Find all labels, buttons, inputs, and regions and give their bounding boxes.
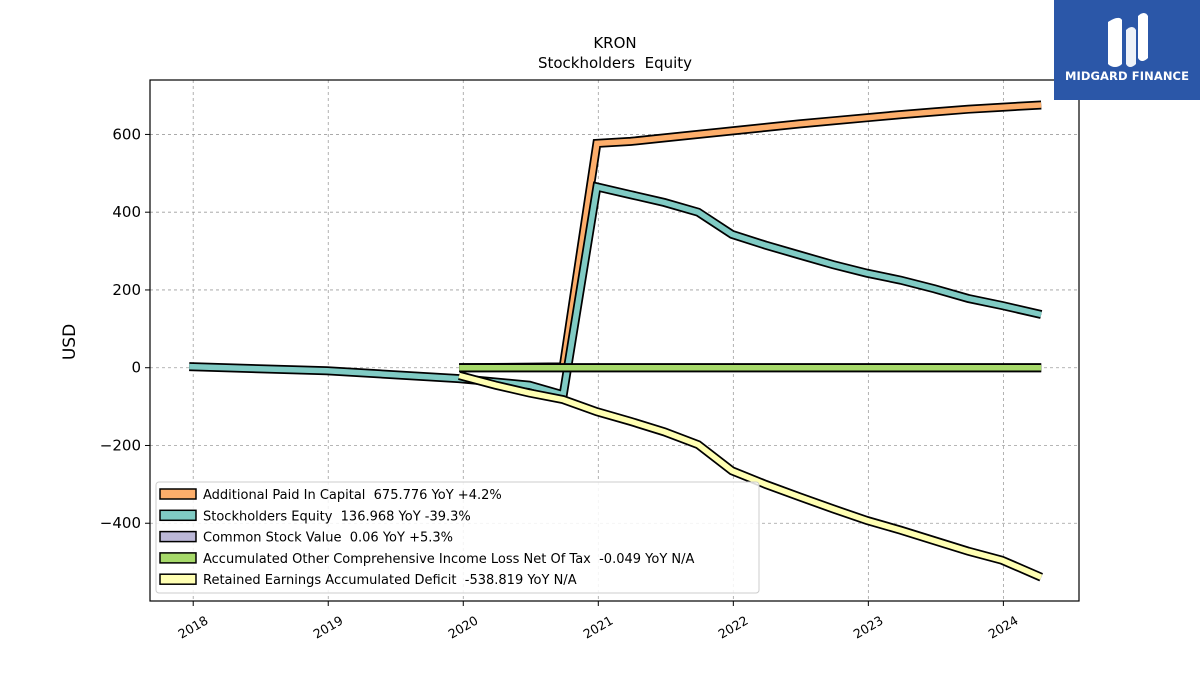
y-tick-label: −200 xyxy=(100,436,141,454)
series-line-1 xyxy=(189,183,1042,399)
y-tick-label: 600 xyxy=(112,125,141,143)
legend-swatch-2 xyxy=(159,530,197,543)
x-tick-label: 2023 xyxy=(851,613,886,642)
plot-frame xyxy=(149,79,1080,602)
legend-box xyxy=(155,481,760,594)
series-line-4 xyxy=(458,372,1043,580)
legend-label-4: Retained Earnings Accumulated Deficit -5… xyxy=(203,573,577,588)
legend-label-0: Additional Paid In Capital 675.776 YoY +… xyxy=(203,488,502,503)
y-tick-label: 400 xyxy=(112,203,141,221)
x-tick-label: 2022 xyxy=(716,613,751,642)
y-tick-label: 0 xyxy=(131,359,141,377)
x-tick-label: 2018 xyxy=(175,613,210,642)
legend-swatch-3 xyxy=(159,552,197,564)
chart-subtitle: Stockholders Equity xyxy=(538,54,692,72)
legend-label-1: Stockholders Equity 136.968 YoY -39.3% xyxy=(203,509,471,524)
series-layer xyxy=(189,100,1043,582)
logo-text: MIDGARD FINANCE xyxy=(1064,69,1190,83)
legend-label-2: Common Stock Value 0.06 YoY +5.3% xyxy=(203,531,453,546)
legend-label-3: Accumulated Other Comprehensive Income L… xyxy=(203,552,694,567)
x-tick-label: 2020 xyxy=(445,613,480,642)
x-tick-label: 2019 xyxy=(310,613,345,642)
chart-title: KRON xyxy=(593,34,636,52)
legend-swatch-4 xyxy=(159,573,197,585)
x-tick-label: 2021 xyxy=(581,613,616,642)
brand-logo: MIDGARD FINANCE xyxy=(1054,0,1200,100)
legend-swatch-1 xyxy=(159,509,197,522)
legend-swatch-0 xyxy=(159,488,197,500)
y-tick-label: 200 xyxy=(112,281,141,299)
y-tick-label: −400 xyxy=(100,514,141,532)
x-tick-label: 2024 xyxy=(986,613,1021,642)
y-axis-label: USD xyxy=(60,324,80,360)
series-line-0 xyxy=(459,102,1042,371)
logo-icon xyxy=(1108,13,1148,67)
legend: Additional Paid In Capital 675.776 YoY +… xyxy=(155,481,760,594)
